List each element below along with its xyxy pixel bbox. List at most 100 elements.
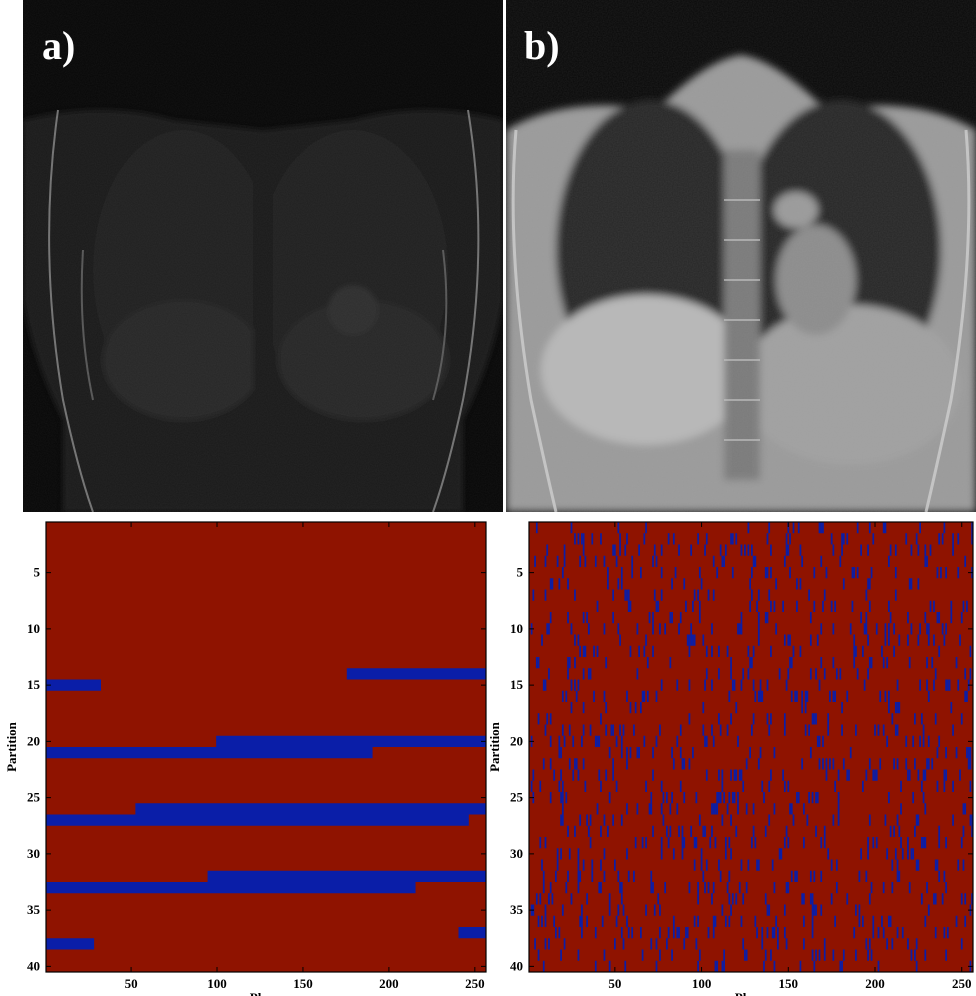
sampled-cell	[841, 544, 843, 556]
sampled-cell	[626, 848, 628, 860]
sampled-cell	[934, 668, 937, 680]
sampled-cell	[627, 870, 630, 882]
sampled-cell	[705, 645, 708, 657]
sampled-cell	[636, 747, 639, 759]
sampled-cell	[582, 612, 585, 624]
sampled-cell	[579, 915, 582, 927]
sampled-cell	[539, 893, 542, 905]
sampled-cell	[645, 837, 647, 849]
sampled-cell	[756, 927, 758, 939]
sampled-cell	[809, 870, 812, 882]
sampled-cell	[964, 915, 967, 927]
sampled-cell	[690, 825, 693, 837]
x-tick-label: 100	[207, 976, 227, 991]
sampled-cell	[683, 938, 686, 950]
sampled-cell	[783, 837, 786, 849]
sampled-cell	[813, 600, 816, 612]
sampled-cell	[737, 623, 739, 635]
sampled-cell	[697, 893, 699, 905]
sampled-cell	[969, 780, 972, 792]
sampled-cell	[908, 657, 911, 669]
sampled-cell	[650, 938, 653, 950]
sampled-cell	[620, 927, 623, 939]
sampled-cell	[603, 690, 606, 702]
sampled-cell	[875, 837, 878, 849]
sampled-cell	[835, 859, 838, 871]
sampled-cell	[872, 769, 875, 781]
sampled-cell	[862, 645, 864, 657]
sampled-cell	[891, 938, 894, 950]
sampled-cell	[603, 870, 606, 882]
sampled-cell	[764, 893, 767, 905]
sampled-cell	[803, 938, 805, 950]
sampled-cell	[740, 544, 743, 556]
sampled-cell	[716, 803, 719, 815]
sampled-cell	[955, 915, 958, 927]
sampled-cell	[818, 949, 821, 961]
sampled-cell	[868, 814, 871, 826]
sampled-cell	[919, 735, 921, 747]
sampled-cell	[744, 949, 746, 961]
x-tick-label: 150	[293, 976, 313, 991]
sampled-cell	[773, 960, 776, 972]
sampled-cell	[624, 544, 627, 556]
sampled-cell	[719, 544, 722, 556]
sampled-cell	[865, 769, 868, 781]
sampled-cell	[782, 600, 784, 612]
sampled-cell	[808, 589, 810, 601]
sampled-cell	[853, 927, 856, 939]
sampled-cell	[856, 668, 859, 680]
sampled-cell	[865, 589, 868, 601]
sampled-cell	[945, 837, 947, 849]
sampled-cell	[731, 893, 734, 905]
sampled-cell	[811, 713, 814, 725]
sampled-cell	[785, 533, 788, 545]
sampled-cell	[919, 679, 921, 691]
x-tick-label: 250	[952, 976, 972, 991]
sampled-cell	[877, 927, 880, 939]
sampled-cell	[674, 567, 677, 579]
sampled-cell	[664, 882, 667, 894]
sampled-cell	[863, 623, 866, 635]
sampled-cell	[926, 758, 928, 770]
sampled-cell	[698, 612, 701, 624]
sampled-cell	[745, 882, 748, 894]
sampled-cell	[910, 848, 913, 860]
sampled-cell	[778, 668, 781, 680]
sampled-cell	[917, 814, 920, 826]
sampled-cell	[622, 938, 625, 950]
sampled-cell	[879, 758, 882, 770]
sampled-cell	[629, 747, 632, 759]
sampled-cell	[740, 612, 743, 624]
sampled-cell	[544, 904, 547, 916]
sampled-cell	[938, 533, 941, 545]
sampled-cell	[577, 859, 580, 871]
sampled-cell	[683, 837, 686, 849]
sampled-cell	[594, 555, 597, 567]
axes-frame	[528, 521, 974, 973]
sampled-cell	[893, 645, 895, 657]
sampled-cell	[920, 837, 923, 849]
sampled-cell	[678, 544, 680, 556]
sampled-cell	[716, 567, 719, 579]
sampled-cell	[777, 927, 779, 939]
sampled-cell	[582, 758, 585, 770]
sampled-cell	[858, 915, 861, 927]
y-tick-label: 20	[510, 733, 523, 748]
sampled-cell	[615, 555, 618, 567]
sampled-cell	[542, 882, 545, 894]
sampled-cell	[646, 657, 649, 669]
sampled-cell	[936, 859, 939, 871]
sampled-cell	[537, 713, 540, 725]
sampled-segment	[216, 735, 486, 747]
sampled-cell	[823, 938, 826, 950]
sampled-cell	[612, 758, 614, 770]
sampled-cell	[664, 623, 667, 635]
sampled-cell	[919, 522, 921, 534]
sampled-cell	[728, 837, 731, 849]
sampled-cell	[688, 882, 691, 894]
sampled-cell	[574, 634, 576, 646]
sampled-cell	[770, 949, 772, 961]
sampled-cell	[775, 623, 778, 635]
sampled-cell	[589, 837, 592, 849]
